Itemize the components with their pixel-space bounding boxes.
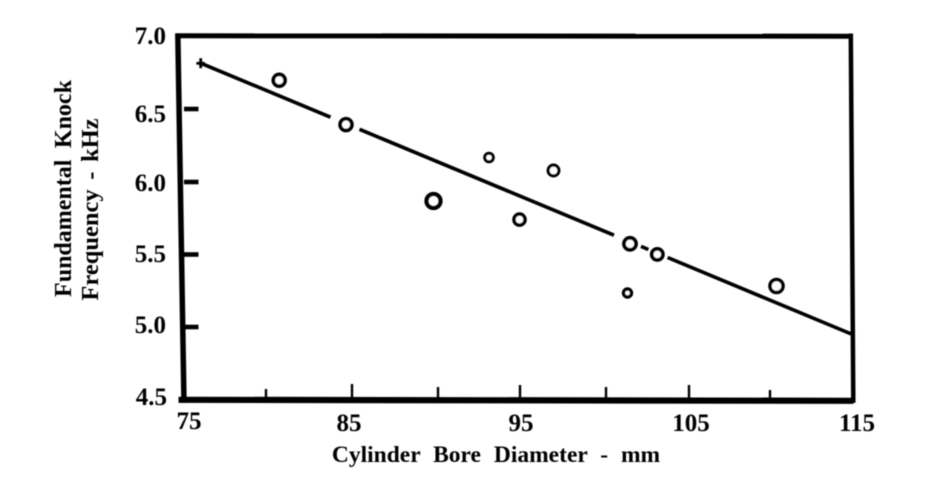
svg-text:115: 115 bbox=[839, 410, 875, 437]
svg-text:5.0: 5.0 bbox=[135, 312, 166, 339]
svg-text:7.0: 7.0 bbox=[135, 23, 166, 50]
svg-text:4.5: 4.5 bbox=[136, 384, 167, 411]
svg-text:105: 105 bbox=[672, 410, 710, 437]
svg-text:75: 75 bbox=[177, 408, 202, 435]
svg-text:5.5: 5.5 bbox=[135, 241, 166, 268]
svg-text:85: 85 bbox=[337, 410, 362, 437]
svg-text:Fundamental Knock: Fundamental Knock bbox=[51, 79, 77, 297]
svg-text:6.5: 6.5 bbox=[135, 101, 166, 128]
svg-text:95: 95 bbox=[509, 410, 534, 437]
svg-text:Frequency - kHz: Frequency - kHz bbox=[77, 118, 104, 300]
svg-text:6.0: 6.0 bbox=[135, 170, 166, 197]
svg-text:Cylinder Bore Diameter - mm: Cylinder Bore Diameter - mm bbox=[332, 442, 661, 468]
